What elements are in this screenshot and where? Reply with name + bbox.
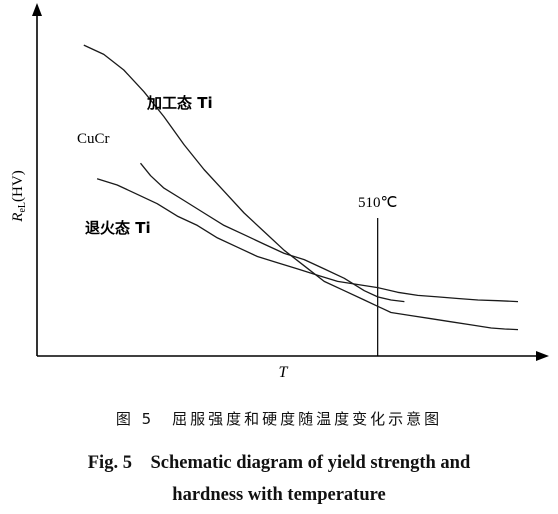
y-axis-label-unit: (HV) (10, 170, 26, 202)
series-label-annealed-ti: 退火态 Ti (85, 219, 151, 237)
x-axis-arrow (536, 351, 549, 361)
series-label-processed-ti: 加工态 Ti (146, 94, 213, 112)
y-axis-label-symbol: R (10, 213, 26, 223)
x-axis-label: T (279, 364, 289, 381)
y-axis-label: ReL(HV) (10, 170, 28, 222)
series-group (83, 44, 519, 331)
figure-caption-english-line2: hardness with temperature (172, 485, 386, 505)
series-line-annealed-ti (96, 178, 519, 303)
axes (32, 3, 549, 361)
figure-caption-english-line1: Fig. 5 Schematic diagram of yield streng… (87, 453, 471, 473)
series-line-cucr (139, 162, 405, 303)
series-label-cucr: CuCr (77, 131, 110, 147)
series-line-processed-ti (83, 44, 519, 331)
y-axis-arrow (32, 3, 42, 16)
temperature-marker-label: 510℃ (358, 195, 397, 211)
chart: ReL(HV) T 510℃ 加工态 Ti CuCr 退火态 Ti (10, 3, 549, 381)
figure-caption-chinese: 图 5 屈服强度和硬度随温度变化示意图 (115, 410, 443, 428)
y-axis-label-subscript: eL (17, 202, 28, 213)
